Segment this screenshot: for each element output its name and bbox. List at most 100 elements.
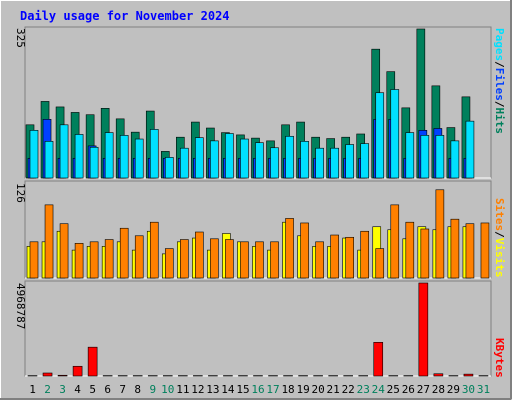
- bar-pages-day-23: [360, 143, 370, 179]
- bar-sites-day-19: [300, 222, 309, 279]
- day-label-15: 15: [236, 383, 249, 396]
- day-label-9: 9: [149, 383, 156, 396]
- bar-pages-day-25: [390, 89, 400, 179]
- bar-sites-day-30: [465, 223, 475, 279]
- bar-sites-day-20: [315, 241, 324, 279]
- bars: [25, 28, 490, 377]
- bar-pages-day-4: [74, 134, 84, 179]
- bar-pages-day-3: [59, 124, 69, 179]
- bar-kbytes-day-5: [87, 346, 98, 377]
- bar-pages-day-8: [134, 138, 144, 179]
- bar-sites-day-4: [74, 243, 84, 279]
- day-label-29: 29: [447, 383, 460, 396]
- legend-lower: KBytes: [493, 338, 506, 378]
- bar-pages-day-11: [180, 147, 189, 179]
- bar-kbytes-day-30: [463, 373, 474, 377]
- day-label-14: 14: [221, 383, 235, 396]
- bar-sites-day-16: [255, 241, 264, 279]
- bar-sites-day-28: [435, 189, 445, 279]
- day-label-3: 3: [59, 383, 66, 396]
- bar-pages-day-17: [270, 147, 279, 179]
- bar-pages-day-13: [210, 140, 219, 179]
- legend-middle-item-2: Visits: [493, 238, 506, 278]
- legend-upper-item-3: /: [493, 101, 506, 108]
- bar-pages-day-24: [375, 92, 385, 179]
- bar-sites-day-15: [240, 241, 249, 279]
- day-label-5: 5: [89, 383, 96, 396]
- bar-sites-day-21: [330, 234, 339, 279]
- bar-sites-day-1: [29, 241, 39, 279]
- bar-pages-day-18: [285, 135, 294, 179]
- legend-middle-item-1: /: [493, 231, 506, 238]
- day-label-24: 24: [372, 383, 386, 396]
- day-label-17: 17: [266, 383, 279, 396]
- bar-pages-day-16: [255, 142, 264, 179]
- legend-upper-item-0: Pages: [493, 28, 506, 61]
- day-label-8: 8: [134, 383, 141, 396]
- day-label-30: 30: [462, 383, 475, 396]
- legend-lower-text: KBytes: [493, 338, 506, 378]
- day-label-31: 31: [477, 383, 490, 396]
- bar-kbytes-day-4: [72, 365, 83, 377]
- bar-sites-day-26: [405, 221, 415, 279]
- bar-kbytes-day-3: [57, 374, 68, 377]
- bar-sites-day-25: [390, 204, 400, 279]
- bar-sites-day-23: [360, 230, 370, 279]
- day-label-19: 19: [296, 383, 309, 396]
- day-label-1: 1: [29, 383, 36, 396]
- day-label-7: 7: [119, 383, 126, 396]
- legend-middle: Sites/Visits: [493, 198, 506, 278]
- bar-pages-day-6: [104, 132, 114, 179]
- legend-upper-item-4: Hits: [493, 108, 506, 135]
- bar-sites-day-17: [270, 241, 279, 279]
- day-label-28: 28: [432, 383, 445, 396]
- day-label-27: 27: [417, 383, 430, 396]
- bar-pages-day-10: [164, 157, 174, 179]
- bar-pages-day-2: [44, 141, 54, 179]
- legend-middle-text: Sites/Visits: [493, 198, 506, 278]
- day-label-11: 11: [176, 383, 189, 396]
- bar-sites-day-3: [59, 223, 69, 279]
- day-label-18: 18: [281, 383, 294, 396]
- day-label-20: 20: [312, 383, 325, 396]
- chart-title: Daily usage for November 2024: [20, 9, 230, 23]
- visits-max-label: 126: [14, 183, 27, 203]
- bar-sites-day-5: [89, 241, 99, 279]
- bar-sites-day-14: [225, 239, 234, 279]
- bar-pages-day-5: [89, 146, 99, 179]
- bar-sites-day-2: [44, 204, 54, 279]
- day-label-26: 26: [402, 383, 415, 396]
- day-label-6: 6: [104, 383, 111, 396]
- bar-sites-day-13: [210, 238, 219, 279]
- bar-kbytes-day-2: [42, 372, 53, 377]
- bar-pages-day-21: [330, 147, 339, 179]
- hits-max-label: 325: [14, 28, 27, 48]
- day-label-21: 21: [327, 383, 340, 396]
- bar-sites-day-18: [285, 218, 294, 279]
- bar-kbytes-day-27: [418, 282, 429, 377]
- bar-sites-day-8: [134, 235, 144, 279]
- bar-pages-day-29: [450, 140, 460, 179]
- legend-lower-item-0: KBytes: [493, 338, 506, 378]
- legend-upper-item-2: Files: [493, 68, 506, 101]
- bar-kbytes-day-28: [433, 373, 444, 377]
- bar-sites-day-10: [164, 248, 174, 279]
- bar-sites-day-6: [104, 239, 114, 279]
- bar-sites-day-24: [375, 248, 385, 279]
- bar-pages-day-28: [435, 135, 445, 179]
- kbytes-max-label: 4968787: [14, 283, 27, 329]
- bar-pages-day-9: [149, 129, 159, 179]
- bar-pages-day-30: [465, 120, 475, 179]
- bar-pages-day-26: [405, 132, 415, 179]
- bar-pages-day-14: [225, 133, 234, 179]
- day-label-2: 2: [44, 383, 51, 396]
- legend-upper: Pages/Files/Hits: [493, 28, 506, 134]
- bar-sites-day-11: [180, 239, 189, 279]
- day-label-13: 13: [206, 383, 219, 396]
- day-label-10: 10: [161, 383, 174, 396]
- day-label-4: 4: [74, 383, 81, 396]
- day-label-16: 16: [251, 383, 264, 396]
